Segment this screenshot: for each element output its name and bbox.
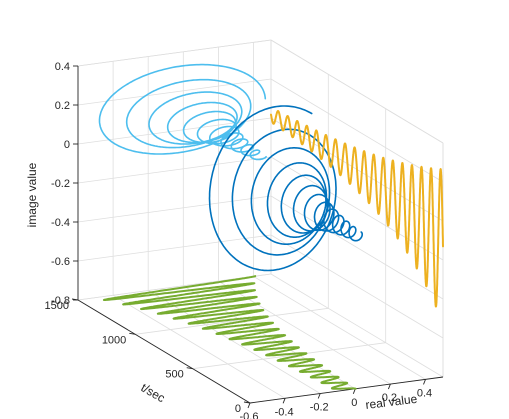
z-tick-label: -0.4 [51, 217, 70, 229]
x-tick-label: 0.4 [417, 387, 432, 399]
grid-line [147, 290, 321, 394]
z-axis-label: image value [25, 162, 39, 227]
y-tick-label: 1000 [102, 334, 126, 346]
grid-line [77, 156, 272, 184]
y-tick-mark [129, 332, 136, 335]
curve-layer [98, 63, 444, 390]
z-tick-label: -0.8 [51, 295, 70, 307]
y-tick-label: 500 [165, 369, 183, 381]
y-tick-mark [186, 367, 193, 370]
z-tick-label: 0 [64, 139, 70, 151]
grid-line [77, 78, 272, 106]
grid-line [77, 234, 272, 262]
z-tick-label: 0.4 [55, 61, 70, 73]
grid-line [192, 342, 386, 370]
x-tick-label: 0.2 [382, 392, 397, 404]
grid-line [270, 234, 444, 339]
y-axis-line [77, 299, 251, 404]
series-line-projection-real-vs-t [102, 275, 357, 390]
grid-line [112, 294, 286, 399]
x-tick-label: -0.2 [310, 402, 329, 414]
x-tick-mark [282, 398, 286, 404]
y-tick-mark [243, 401, 251, 404]
y-axis-label: t/sec [139, 380, 168, 405]
axis-layer [71, 65, 444, 409]
x-tick-label: -0.6 [240, 411, 259, 419]
x-tick-mark [352, 388, 356, 394]
z-tick-label: 0.2 [55, 100, 70, 112]
grid-line [135, 307, 329, 335]
x-tick-mark [387, 383, 391, 390]
x-tick-label: -0.4 [275, 406, 294, 418]
grid-line [270, 78, 444, 183]
grid-line [270, 195, 444, 300]
x-tick-mark [317, 393, 321, 399]
grid-line [270, 273, 444, 378]
z-tick-label: -0.6 [51, 256, 70, 268]
grid-line [77, 195, 272, 223]
x-axis-label: real value [365, 392, 419, 412]
pane-edge [270, 39, 444, 144]
grid-line [253, 276, 426, 380]
y-tick-label: 1500 [45, 300, 69, 312]
tick-labels: -0.6 -0.4 -0.2 0 0.2 0.4 0 500 1000 1500-0.8 -0.6 -… [45, 61, 433, 419]
y-tick-label: 0 [235, 403, 241, 415]
series-line-trajectory-early [98, 63, 267, 161]
x-axis-line [249, 376, 444, 404]
z-tick-label: -0.2 [51, 178, 70, 190]
pane-edge [77, 39, 272, 67]
series-line-trajectory-late [208, 105, 363, 272]
x-tick-mark [423, 379, 426, 385]
x-tick-mark [247, 402, 251, 409]
series-line-projection-image-vs-t [270, 110, 444, 308]
x-tick-label: 0 [351, 397, 357, 409]
